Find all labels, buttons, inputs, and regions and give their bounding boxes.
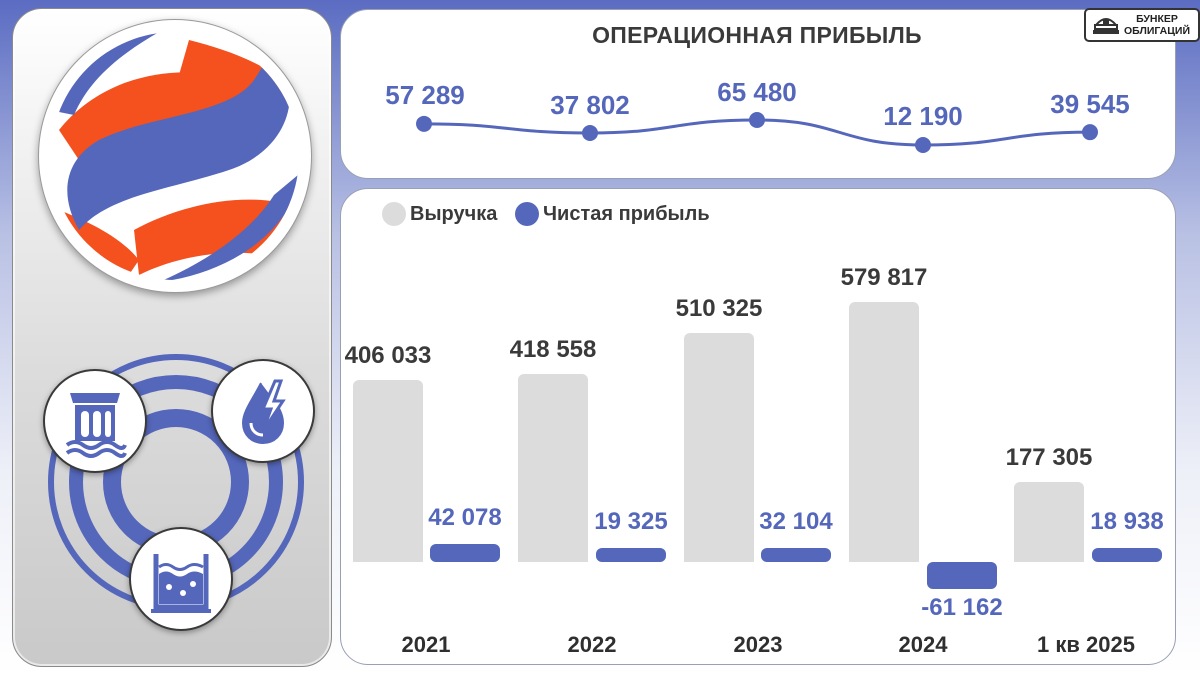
year-label-3: 2024 <box>898 632 948 657</box>
revenue-bar-1 <box>518 374 588 562</box>
op-value-2024: 12 190 <box>883 101 963 131</box>
year-label-4: 1 кв 2025 <box>1037 632 1135 657</box>
icons-area <box>13 339 343 669</box>
net-profit-label-3: -61 162 <box>921 594 1003 621</box>
op-value-2023: 65 480 <box>717 77 797 107</box>
revenue-label-4: 177 305 <box>1005 444 1093 472</box>
net-profit-label-4: 18 938 <box>1090 508 1164 535</box>
year-label-0: 2021 <box>401 632 451 657</box>
bunker-icon <box>1093 18 1119 34</box>
net-profit-label-2: 32 104 <box>759 507 833 535</box>
operating-profit-panel <box>340 9 1176 179</box>
net-profit-bar-4 <box>1092 548 1162 562</box>
company-logo <box>38 19 312 293</box>
net-profit-label-0: 42 078 <box>428 504 502 531</box>
revenue-bar-4 <box>1014 482 1084 562</box>
revenue-label-2: 510 325 <box>675 295 763 323</box>
water-tank-icon <box>129 527 233 631</box>
net-profit-bar-3 <box>927 562 997 589</box>
op-value-2025q1: 39 545 <box>1050 89 1130 119</box>
net-profit-bar-1 <box>596 548 666 562</box>
legend-revenue-label: Выручка <box>410 203 498 225</box>
legend-net-profit-label: Чистая прибыль <box>543 203 710 225</box>
water-energy-drop-icon <box>211 359 315 463</box>
revenue-bar-3 <box>849 302 919 562</box>
net-profit-bar-2 <box>761 547 831 562</box>
badge-line-2: ОБЛИГАЦИЙ <box>1124 25 1191 37</box>
year-label-2: 2023 <box>733 632 783 657</box>
net-profit-bar-0 <box>430 544 500 562</box>
revenue-label-0: 406 033 <box>344 341 432 369</box>
revenue-bar-2 <box>684 333 754 562</box>
brand-badge: БУНКЕР ОБЛИГАЦИЙ <box>1084 8 1200 42</box>
revenue-label-3: 579 817 <box>840 264 928 291</box>
op-value-2021: 57 289 <box>385 80 465 110</box>
revenue-label-1: 418 558 <box>509 336 597 364</box>
operating-profit-title: ОПЕРАЦИОННАЯ ПРИБЫЛЬ <box>592 22 922 48</box>
left-panel <box>12 8 332 667</box>
legend-net-profit-marker <box>515 202 539 226</box>
year-label-1: 2022 <box>567 632 617 657</box>
net-profit-label-1: 19 325 <box>594 508 668 535</box>
hydro-dam-icon <box>43 369 147 473</box>
logo-icon <box>51 32 299 280</box>
badge-line-1: БУНКЕР <box>1136 13 1178 25</box>
legend-revenue-marker <box>382 202 406 226</box>
op-value-2022: 37 802 <box>550 90 630 120</box>
revenue-net-profit-panel <box>340 188 1176 665</box>
revenue-bar-0 <box>353 379 423 562</box>
